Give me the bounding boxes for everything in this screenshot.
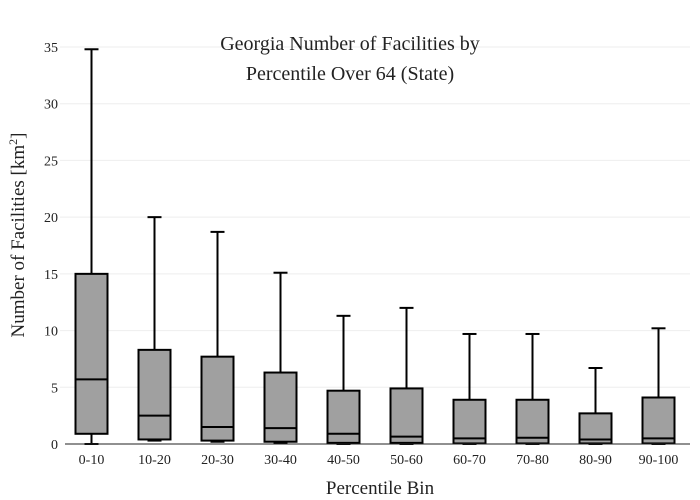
chart-title-line-2: Percentile Over 64 (State) xyxy=(246,63,454,85)
x-tick-label: 40-50 xyxy=(327,453,360,468)
box-30-40 xyxy=(263,271,298,444)
box-70-80 xyxy=(515,332,550,445)
iqr-box xyxy=(200,355,235,442)
x-tick-labels: 0-10 10-20 20-30 30-40 40-50 50-60 60-70 70-80 8… xyxy=(79,453,679,468)
iqr-box xyxy=(137,348,172,441)
y-axis-label-end: ] xyxy=(8,133,29,139)
x-tick-label: 10-20 xyxy=(138,453,171,468)
y-tick-labels: 0 5 10 15 20 25 30 35 xyxy=(44,41,58,453)
y-tick-label: 35 xyxy=(44,41,58,56)
box-90-100 xyxy=(641,327,676,445)
iqr-box xyxy=(389,387,424,444)
grid-lines xyxy=(60,46,690,388)
box-60-70 xyxy=(452,332,487,445)
x-tick-label: 70-80 xyxy=(516,453,549,468)
y-tick-label: 0 xyxy=(51,438,58,453)
y-tick-label: 25 xyxy=(44,154,58,169)
x-tick-label: 0-10 xyxy=(79,453,105,468)
box-0-10 xyxy=(74,48,109,445)
x-tick-label: 20-30 xyxy=(201,453,234,468)
y-tick-label: 5 xyxy=(51,381,58,396)
y-tick-label: 10 xyxy=(44,325,58,340)
x-tick-label: 30-40 xyxy=(264,453,297,468)
x-tick-label: 50-60 xyxy=(390,453,423,468)
iqr-box xyxy=(515,398,550,445)
x-tick-label: 90-100 xyxy=(639,453,679,468)
box-80-90 xyxy=(578,367,613,445)
iqr-box xyxy=(74,272,109,435)
iqr-box xyxy=(263,371,298,443)
x-axis-label: Percentile Bin xyxy=(326,478,435,499)
box-50-60 xyxy=(389,306,424,445)
iqr-box xyxy=(326,389,361,444)
y-tick-label: 30 xyxy=(44,98,58,113)
y-axis-label: Number of Facilities [km2] xyxy=(6,133,29,338)
box-10-20 xyxy=(137,216,172,442)
y-tick-label: 15 xyxy=(44,268,58,283)
iqr-box xyxy=(641,396,676,445)
x-tick-label: 60-70 xyxy=(453,453,486,468)
x-tick-label: 80-90 xyxy=(579,453,612,468)
box-20-30 xyxy=(200,230,235,443)
iqr-box xyxy=(452,398,487,445)
chart-title-line-1: Georgia Number of Facilities by xyxy=(220,33,480,55)
box-40-50 xyxy=(326,314,361,445)
y-axis-label-main: Number of Facilities [km xyxy=(8,145,29,338)
box-series xyxy=(74,48,676,445)
iqr-box xyxy=(578,412,613,445)
y-tick-label: 20 xyxy=(44,211,58,226)
y-axis-label-superscript: 2 xyxy=(6,139,20,145)
